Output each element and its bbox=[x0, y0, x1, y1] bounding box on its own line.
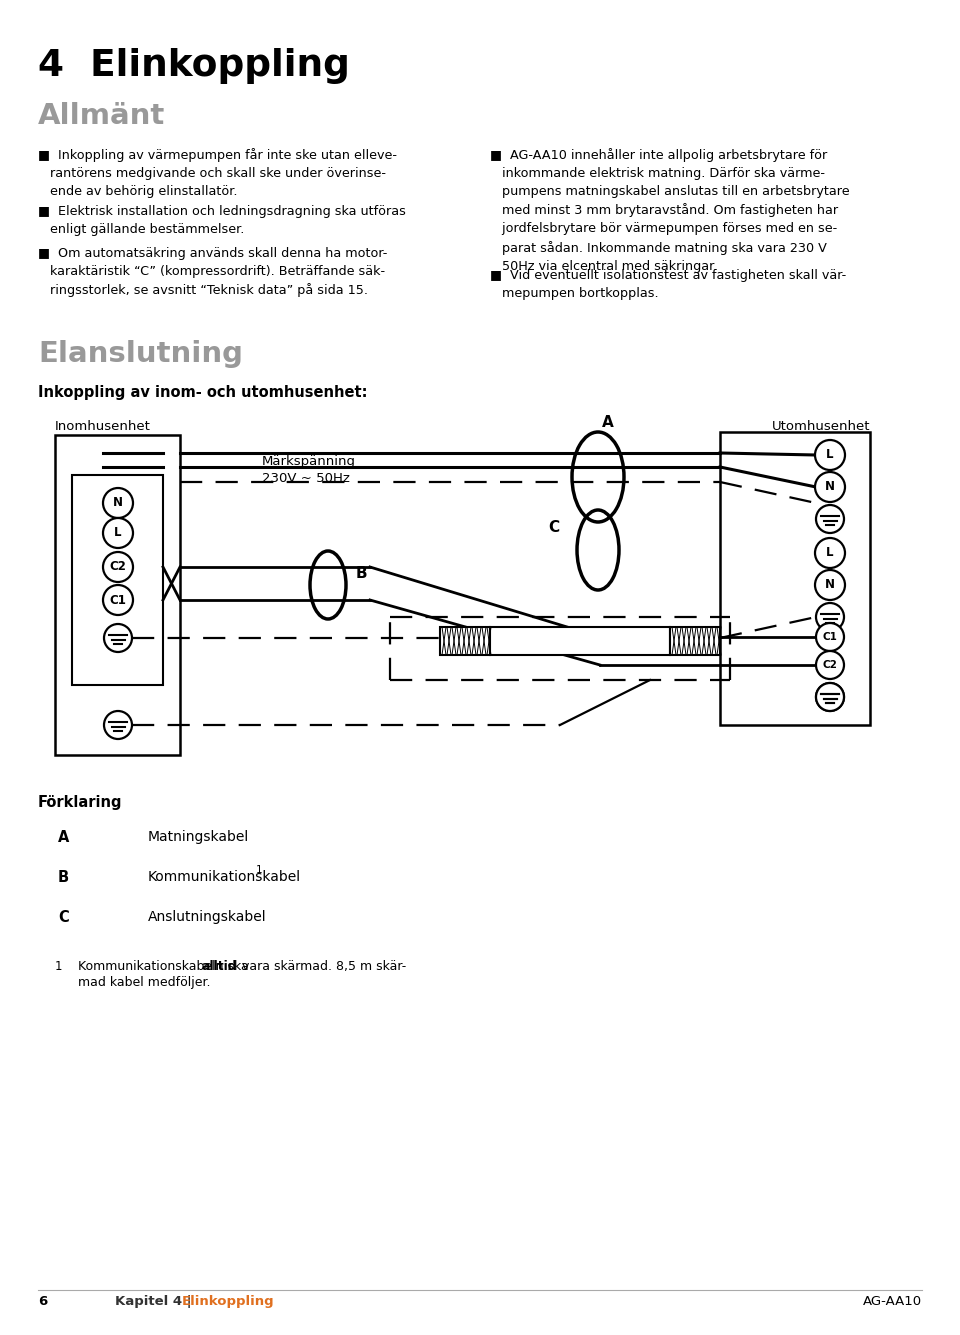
Text: C1: C1 bbox=[109, 594, 127, 606]
Text: 1: 1 bbox=[255, 865, 262, 874]
Text: L: L bbox=[827, 546, 833, 559]
Text: N: N bbox=[113, 497, 123, 510]
Circle shape bbox=[816, 623, 844, 651]
Bar bbox=[490, 627, 670, 655]
Circle shape bbox=[103, 585, 133, 615]
Text: A: A bbox=[602, 415, 613, 430]
Circle shape bbox=[104, 712, 132, 740]
Text: 4  Elinkoppling: 4 Elinkoppling bbox=[38, 48, 349, 84]
Text: 6: 6 bbox=[38, 1295, 47, 1308]
Text: Kommunikationskabeln ska: Kommunikationskabeln ska bbox=[78, 960, 252, 973]
Text: N: N bbox=[825, 481, 835, 494]
Text: B: B bbox=[356, 566, 368, 581]
Circle shape bbox=[103, 551, 133, 582]
Text: ■  AG-AA10 innehåller inte allpolig arbetsbrytare för
   inkommande elektrisk ma: ■ AG-AA10 innehåller inte allpolig arbet… bbox=[490, 148, 850, 272]
Circle shape bbox=[103, 518, 133, 547]
Text: ■  Vid eventuellt isolationstest av fastigheten skall vär-
   mepumpen bortkoppl: ■ Vid eventuellt isolationstest av fasti… bbox=[490, 268, 847, 299]
Text: Kapitel 4 |: Kapitel 4 | bbox=[115, 1295, 196, 1308]
Text: L: L bbox=[114, 526, 122, 539]
Text: Elinkoppling: Elinkoppling bbox=[182, 1295, 275, 1308]
Circle shape bbox=[816, 684, 844, 712]
Text: Inkoppling av inom- och utomhusenhet:: Inkoppling av inom- och utomhusenhet: bbox=[38, 384, 368, 400]
Bar bbox=[720, 433, 870, 725]
Text: C1: C1 bbox=[823, 631, 837, 642]
Text: mad kabel medföljer.: mad kabel medföljer. bbox=[78, 976, 210, 989]
Text: vara skärmad. 8,5 m skär-: vara skärmad. 8,5 m skär- bbox=[238, 960, 406, 973]
Text: N: N bbox=[825, 578, 835, 591]
Text: 1: 1 bbox=[55, 960, 62, 973]
Bar bbox=[670, 627, 720, 655]
Text: C: C bbox=[58, 910, 69, 925]
Circle shape bbox=[816, 651, 844, 680]
Text: Utomhusenhet: Utomhusenhet bbox=[772, 421, 870, 433]
Text: B: B bbox=[58, 870, 69, 885]
Circle shape bbox=[103, 489, 133, 518]
Bar bbox=[55, 435, 180, 756]
Text: AG-AA10: AG-AA10 bbox=[863, 1295, 922, 1308]
Circle shape bbox=[816, 684, 844, 712]
Text: C2: C2 bbox=[109, 561, 127, 574]
Text: alltid: alltid bbox=[202, 960, 237, 973]
Text: Kommunikationskabel: Kommunikationskabel bbox=[148, 870, 301, 884]
Text: ■  Elektrisk installation och ledningsdragning ska utföras
   enligt gällande be: ■ Elektrisk installation och ledningsdra… bbox=[38, 206, 406, 236]
Text: ■  Inkoppling av värmepumpen får inte ske utan elleve-
   rantörens medgivande o: ■ Inkoppling av värmepumpen får inte ske… bbox=[38, 148, 397, 198]
Text: Anslutningskabel: Anslutningskabel bbox=[148, 910, 267, 924]
Circle shape bbox=[816, 505, 844, 533]
Bar bbox=[440, 627, 490, 655]
Text: Matningskabel: Matningskabel bbox=[148, 830, 250, 844]
Circle shape bbox=[815, 441, 845, 470]
Text: C2: C2 bbox=[823, 659, 837, 670]
Text: C: C bbox=[548, 521, 559, 535]
Text: Förklaring: Förklaring bbox=[38, 796, 123, 810]
Text: A: A bbox=[58, 830, 69, 845]
Circle shape bbox=[104, 623, 132, 651]
Bar bbox=[72, 475, 163, 685]
Text: Allmänt: Allmänt bbox=[38, 101, 165, 129]
Circle shape bbox=[815, 538, 845, 567]
Text: Elanslutning: Elanslutning bbox=[38, 340, 243, 368]
Text: ■  Om automatsäkring används skall denna ha motor-
   karaktäristik “C” (kompres: ■ Om automatsäkring används skall denna … bbox=[38, 247, 388, 298]
Text: L: L bbox=[827, 449, 833, 462]
Circle shape bbox=[815, 570, 845, 599]
Text: Inomhusenhet: Inomhusenhet bbox=[55, 421, 151, 433]
Text: Märkspänning
230V ~ 50Hz: Märkspänning 230V ~ 50Hz bbox=[262, 455, 356, 485]
Circle shape bbox=[816, 603, 844, 631]
Circle shape bbox=[815, 473, 845, 502]
